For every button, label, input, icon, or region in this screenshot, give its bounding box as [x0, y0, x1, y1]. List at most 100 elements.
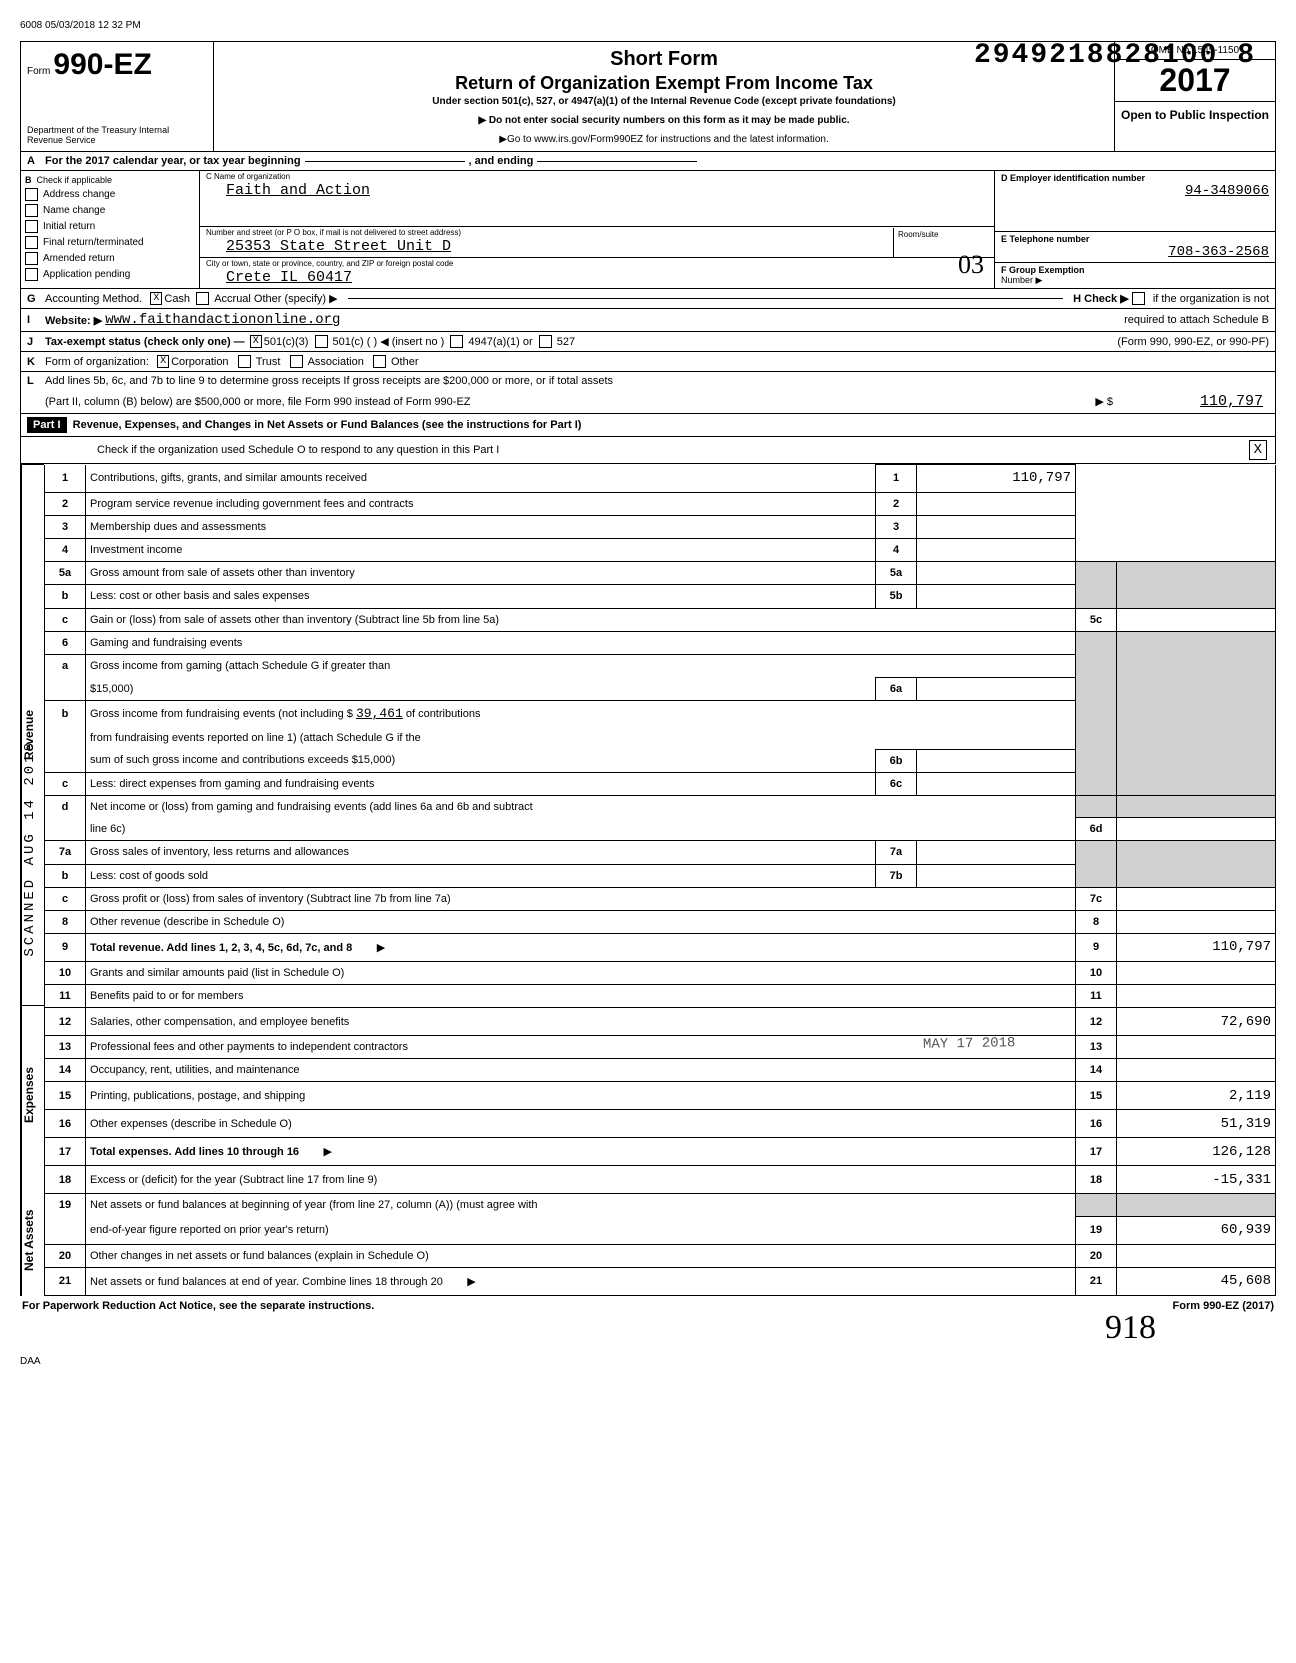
corp-checkbox[interactable]: X [157, 355, 169, 368]
line-7c: cGross profit or (loss) from sales of in… [45, 887, 1276, 910]
k-trust: Trust [256, 356, 281, 368]
open-to-public: Open to Public Inspection [1115, 102, 1275, 128]
tax-year-begin-field[interactable] [305, 161, 465, 162]
k-text: Form of organization: [45, 356, 149, 368]
l-arrow: ▶ $ [1095, 395, 1113, 408]
form-number: 990-EZ [53, 48, 151, 81]
checkbox-app-pending[interactable] [25, 268, 38, 281]
col-b-checkboxes: B Check if applicable Address change Nam… [21, 171, 200, 288]
h-label: H Check ▶ [1073, 292, 1129, 305]
l-letter: L [27, 375, 45, 387]
line-19-2: end-of-year figure reported on prior yea… [45, 1216, 1276, 1244]
form-prefix: Form [27, 66, 50, 77]
cash-checkbox[interactable]: X [150, 292, 162, 305]
side-netassets: Net Assets [21, 1184, 44, 1296]
j-letter: J [27, 336, 45, 348]
checkbox-address-change[interactable] [25, 188, 38, 201]
line-14: 14Occupancy, rent, utilities, and mainte… [45, 1059, 1276, 1082]
phone-label: E Telephone number [1001, 234, 1269, 244]
k-assoc: Association [308, 356, 364, 368]
j-527: 527 [557, 336, 575, 348]
schedule-o-checkbox[interactable]: X [1249, 440, 1267, 460]
room-label: Room/suite [898, 230, 938, 239]
scanned-stamp: SCANNED AUG 14 2018 [22, 740, 38, 957]
checkbox-initial-return[interactable] [25, 220, 38, 233]
h-checkbox[interactable] [1132, 292, 1145, 305]
street-label: Number and street (or P O box, if mail i… [206, 228, 893, 237]
checkbox-amended[interactable] [25, 252, 38, 265]
501c3-checkbox[interactable]: X [250, 335, 262, 348]
accrual-checkbox[interactable] [196, 292, 209, 305]
website-value: www.faithandactiononline.org [105, 312, 340, 328]
side-expenses: Expenses [21, 1005, 44, 1184]
i-text: Website: ▶ [45, 314, 102, 327]
b-label: B [25, 175, 32, 185]
group-sub: Number ▶ [1001, 275, 1269, 286]
501c-checkbox[interactable] [315, 335, 328, 348]
name-label: C Name of organization [206, 172, 988, 181]
line-5c: cGain or (loss) from sale of assets othe… [45, 608, 1276, 631]
subtitle: Under section 501(c), 527, or 4947(a)(1)… [222, 96, 1106, 107]
city-value: Crete IL 60417 [206, 268, 988, 288]
line-6d-2: line 6c)6d [45, 818, 1276, 841]
city-label: City or town, state or province, country… [206, 259, 988, 268]
cb-label-0: Address change [43, 189, 115, 200]
tracking-code: 2949218828100 8 [974, 40, 1256, 71]
checkbox-final-return[interactable] [25, 236, 38, 249]
phone-value: 708-363-2568 [1001, 244, 1269, 260]
other-org-checkbox[interactable] [373, 355, 386, 368]
line-6d-1: dNet income or (loss) from gaming and fu… [45, 795, 1276, 818]
j-c3: 501(c)(3) [264, 336, 309, 348]
line-10: 10Grants and similar amounts paid (list … [45, 961, 1276, 984]
527-checkbox[interactable] [539, 335, 552, 348]
other-method-field[interactable] [348, 298, 1064, 299]
timestamp: 6008 05/03/2018 12 32 PM [20, 20, 1276, 31]
cb-label-5: Application pending [43, 269, 130, 280]
line-7a: 7aGross sales of inventory, less returns… [45, 841, 1276, 864]
tax-year-end-field[interactable] [537, 161, 697, 162]
daa-mark: DAA [20, 1356, 1276, 1367]
check-if-applicable: Check if applicable [37, 175, 113, 185]
k-corp: Corporation [171, 356, 228, 368]
handwritten-918: 918 [1105, 1309, 1156, 1347]
dept-label: Department of the Treasury Internal Reve… [27, 125, 207, 145]
part1-check-text: Check if the organization used Schedule … [97, 444, 499, 456]
group-label: F Group Exemption [1001, 265, 1269, 275]
g-accrual: Accrual Other (specify) ▶ [214, 292, 337, 305]
trust-checkbox[interactable] [238, 355, 251, 368]
line-11: 11Benefits paid to or for members11 [45, 984, 1276, 1007]
g-cash: Cash [164, 293, 190, 305]
gross-receipts: 110,797 [1113, 393, 1269, 410]
checkbox-name-change[interactable] [25, 204, 38, 217]
k-other: Other [391, 356, 419, 368]
ein-label: D Employer identification number [1001, 173, 1269, 183]
line-21: 21Net assets or fund balances at end of … [45, 1267, 1276, 1295]
part1-title: Revenue, Expenses, and Changes in Net As… [73, 419, 582, 431]
note-ssn: ▶ Do not enter social security numbers o… [222, 115, 1106, 126]
h-text: if the organization is not [1153, 293, 1269, 305]
g-text: Accounting Method. [45, 293, 142, 305]
title-return: Return of Organization Exempt From Incom… [222, 73, 1106, 94]
received-stamp: MAY 17 2018 [922, 1035, 1015, 1053]
line-13: 13Professional fees and other payments t… [45, 1036, 1276, 1059]
l-text1: Add lines 5b, 6c, and 7b to line 9 to de… [45, 375, 613, 387]
line-16: 16Other expenses (describe in Schedule O… [45, 1110, 1276, 1138]
line-1: 1Contributions, gifts, grants, and simil… [45, 465, 1276, 493]
line-18: 18Excess or (deficit) for the year (Subt… [45, 1166, 1276, 1194]
cb-label-3: Final return/terminated [43, 237, 144, 248]
assoc-checkbox[interactable] [290, 355, 303, 368]
line-3: 3Membership dues and assessments3 [45, 516, 1276, 539]
4947-checkbox[interactable] [450, 335, 463, 348]
j-h2: (Form 990, 990-EZ, or 990-PF) [1117, 336, 1269, 348]
line-20: 20Other changes in net assets or fund ba… [45, 1244, 1276, 1267]
row-a-letter: A [27, 155, 45, 167]
ein-value: 94-3489066 [1001, 183, 1269, 199]
form-label-box: Form 990-EZ Department of the Treasury I… [21, 42, 214, 151]
line-4: 4Investment income4 [45, 539, 1276, 562]
handwritten-03: 03 [958, 250, 984, 280]
org-name: Faith and Action [206, 181, 988, 201]
line-6: 6Gaming and fundraising events [45, 631, 1276, 654]
line-12: 12Salaries, other compensation, and empl… [45, 1008, 1276, 1036]
line-5a: 5aGross amount from sale of assets other… [45, 562, 1276, 585]
g-letter: G [27, 293, 45, 305]
